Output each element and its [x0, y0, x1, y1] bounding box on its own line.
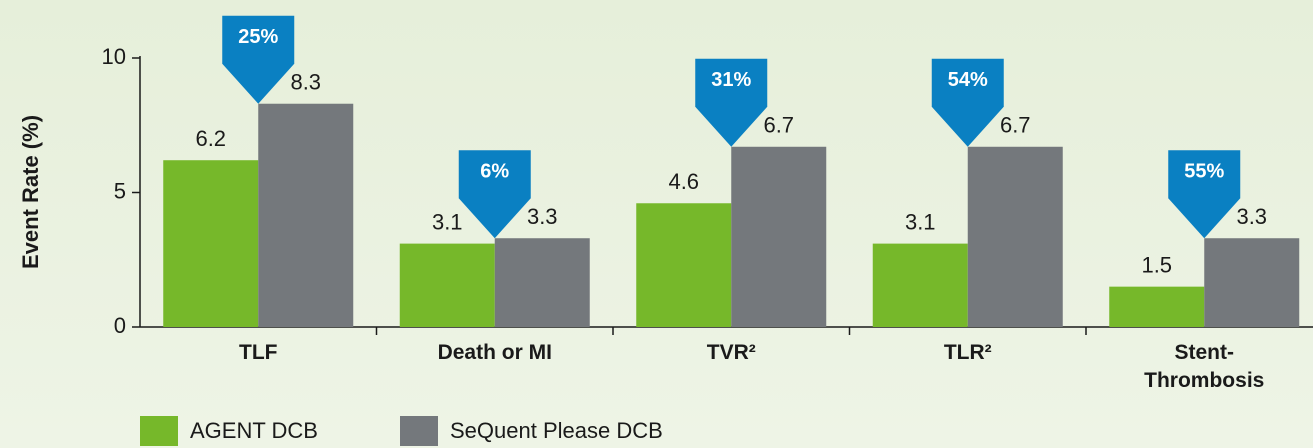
data-label: 3.1	[905, 209, 936, 234]
legend-label: SeQuent Please DCB	[450, 418, 663, 443]
bar	[872, 243, 968, 327]
bar	[1204, 238, 1300, 327]
x-tick-label: Death or MI	[437, 341, 552, 364]
bar	[731, 146, 827, 327]
data-label: 6.7	[763, 113, 794, 138]
callout-label: 6%	[480, 161, 509, 183]
y-tick-label: 5	[114, 178, 126, 203]
bar	[967, 146, 1063, 327]
legend-swatch	[400, 416, 438, 446]
data-label: 1.5	[1141, 252, 1172, 277]
bar	[163, 160, 259, 327]
y-axis-label: Event Rate (%)	[18, 115, 43, 269]
data-label: 4.6	[668, 169, 699, 194]
y-tick-label: 10	[102, 44, 126, 69]
bar	[258, 103, 354, 327]
data-label: 6.2	[195, 126, 226, 151]
callout-label: 55%	[1184, 161, 1224, 183]
callout-label: 54%	[948, 69, 988, 91]
data-label: 3.3	[527, 204, 558, 229]
callout	[695, 58, 768, 147]
data-label: 3.1	[432, 209, 463, 234]
callout-label: 31%	[711, 69, 751, 91]
bar	[399, 243, 495, 327]
legend-label: AGENT DCB	[190, 418, 318, 443]
y-tick-label: 0	[114, 313, 126, 338]
data-label: 6.7	[1000, 113, 1031, 138]
x-tick-label: TLF	[239, 341, 278, 364]
bar	[636, 203, 732, 327]
callout	[1168, 150, 1241, 239]
x-tick-label: Stent-Thrombosis	[1144, 341, 1265, 392]
callout	[931, 58, 1004, 147]
data-label: 3.3	[1236, 204, 1267, 229]
callout	[222, 15, 295, 104]
x-tick-label: TLR²	[943, 341, 992, 364]
callout	[458, 150, 531, 239]
callout-label: 25%	[238, 26, 278, 48]
bar	[1109, 286, 1205, 327]
data-label: 8.3	[290, 70, 321, 95]
legend-swatch	[140, 416, 178, 446]
bar	[494, 238, 590, 327]
x-tick-label: TVR²	[706, 341, 756, 364]
